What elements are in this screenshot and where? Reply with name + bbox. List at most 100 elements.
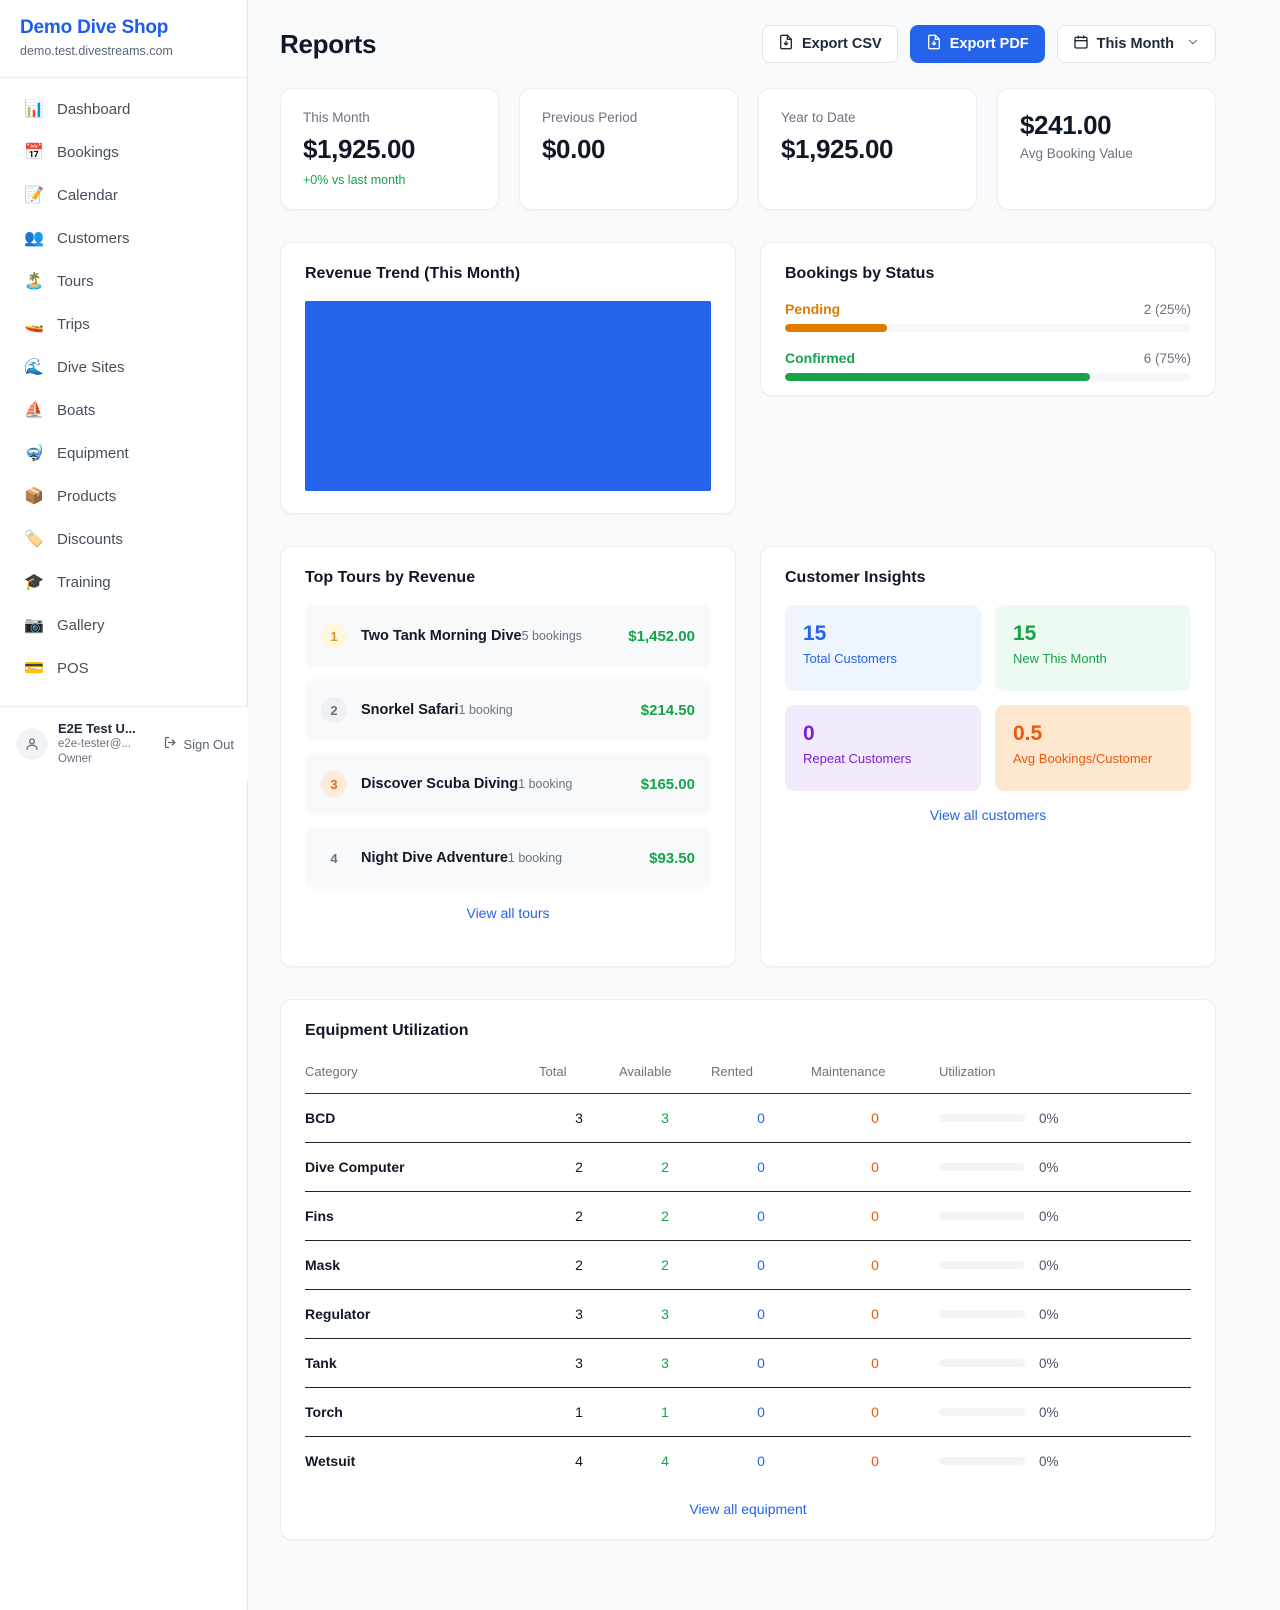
box-icon: 📦	[24, 487, 44, 505]
sidebar-item-boats[interactable]: ⛵ Boats	[0, 389, 247, 432]
header-actions: Export CSV Export PDF	[761, 25, 1216, 63]
column-header: Maintenance	[811, 1064, 886, 1079]
sailboat-icon: ⛵	[24, 401, 44, 419]
sidebar-item-equipment[interactable]: 🤿 Equipment	[0, 432, 247, 475]
page-title: Reports	[280, 28, 377, 59]
sidebar-item-discounts[interactable]: 🏷️ Discounts	[0, 518, 247, 561]
status-progress-fill	[785, 373, 1090, 381]
sidebar-item-pos[interactable]: 💳 POS	[0, 647, 247, 690]
revenue-trend-panel: Revenue Trend (This Month)	[280, 242, 736, 514]
stat-label: Previous Period	[542, 110, 638, 125]
sidebar-item-products[interactable]: 📦 Products	[0, 475, 247, 518]
chevron-down-icon	[1186, 35, 1200, 53]
equipment-utilization-panel: Equipment Utilization Category Total Avail…	[280, 999, 1216, 1540]
tour-row[interactable]: 4 Night Dive Adventure1 booking $93.50	[305, 827, 711, 889]
sign-out-button[interactable]: Sign Out	[163, 735, 234, 753]
equipment-utilization-cell: 0%	[939, 1191, 1191, 1241]
export-pdf-button[interactable]: Export PDF	[909, 25, 1045, 63]
brand-block[interactable]: Demo Dive Shop demo.test.divestreams.com	[0, 0, 247, 78]
sidebar-item-label: Tours	[57, 272, 94, 290]
tour-row[interactable]: 1 Two Tank Morning Dive5 bookings $1,452.0…	[305, 605, 711, 667]
page-header: Reports Export CSV E	[280, 24, 1216, 64]
utilization-percent: 0%	[1039, 1257, 1059, 1273]
sidebar-item-customers[interactable]: 👥 Customers	[0, 217, 247, 260]
tour-revenue: $1,452.00	[628, 627, 695, 645]
insight-value: 0	[803, 722, 815, 745]
revenue-trend-chart[interactable]	[305, 301, 711, 491]
tour-name: Snorkel Safari	[361, 702, 459, 718]
equipment-available: 3	[619, 1338, 711, 1388]
utilization-bar	[939, 1359, 1025, 1367]
equipment-category: Wetsuit	[305, 1453, 356, 1469]
utilization-bar	[939, 1163, 1025, 1171]
export-csv-button[interactable]: Export CSV	[761, 25, 898, 63]
logout-icon	[163, 735, 178, 753]
utilization-percent: 0%	[1039, 1306, 1059, 1322]
sidebar-item-label: Dashboard	[57, 100, 131, 118]
sidebar-item-training[interactable]: 🎓 Training	[0, 561, 247, 604]
export-csv-label: Export CSV	[801, 36, 882, 52]
status-count: 2 (25%)	[1143, 302, 1191, 317]
equipment-utilization-cell: 0%	[939, 1289, 1191, 1339]
equipment-available: 1	[619, 1387, 711, 1437]
rank-badge: 4	[330, 850, 338, 866]
equipment-utilization-cell: 0%	[939, 1387, 1191, 1437]
equipment-table-head: Category Total Available Rented Maintenance U…	[305, 1058, 1191, 1094]
insight-label: Avg Bookings/Customer	[1013, 751, 1153, 766]
equipment-category: Mask	[305, 1240, 539, 1290]
table-row: Torch 1 1 0 0 0%	[305, 1387, 1191, 1437]
view-all-customers-link[interactable]: View all customers	[929, 807, 1047, 823]
equipment-total: 3	[539, 1338, 619, 1388]
sign-out-label: Sign Out	[183, 736, 234, 752]
sidebar-item-trips[interactable]: 🚤 Trips	[0, 303, 247, 346]
equipment-category: Regulator	[305, 1289, 539, 1339]
top-tours-title: Top Tours by Revenue	[305, 569, 476, 586]
sidebar-item-dive-sites[interactable]: 🌊 Dive Sites	[0, 346, 247, 389]
equipment-maintenance: 0	[811, 1142, 939, 1192]
table-row: Regulator 3 3 0 0 0%	[305, 1289, 1191, 1339]
view-all-equipment-link[interactable]: View all equipment	[689, 1501, 807, 1517]
stat-card: Year to Date $1,925.00	[758, 88, 977, 210]
sidebar-item-label: Training	[57, 573, 111, 591]
equipment-total: 2	[539, 1240, 619, 1290]
column-header: Category	[305, 1064, 358, 1079]
sidebar-item-gallery[interactable]: 📷 Gallery	[0, 604, 247, 647]
utilization-percent: 0%	[1039, 1355, 1059, 1371]
equipment-rented: 0	[757, 1453, 765, 1469]
sidebar-item-tours[interactable]: 🏝️ Tours	[0, 260, 247, 303]
sidebar-item-dashboard[interactable]: 📊 Dashboard	[0, 88, 247, 131]
wave-icon: 🌊	[24, 358, 44, 376]
sidebar-item-label: Dive Sites	[57, 358, 125, 376]
user-meta: E2E Test U... e2e-tester@... Owner	[58, 721, 153, 767]
table-row: Wetsuit 4 4 0 0 0%	[305, 1437, 1191, 1486]
equipment-available: 3	[619, 1093, 711, 1143]
status-progress-track	[785, 324, 1191, 332]
calendar-17-icon: 📅	[24, 143, 44, 161]
tag-icon: 🏷️	[24, 530, 44, 548]
equipment-table: Category Total Available Rented Maintenance U…	[305, 1058, 1191, 1485]
equipment-maintenance: 0	[811, 1387, 939, 1437]
user-name: E2E Test U...	[58, 721, 136, 736]
island-palm-icon: 🏝️	[24, 272, 44, 290]
equipment-rented: 0	[711, 1240, 811, 1290]
view-all-tours-link[interactable]: View all tours	[466, 905, 550, 921]
column-header: Utilization	[939, 1064, 996, 1079]
tour-name: Discover Scuba Diving	[361, 776, 519, 792]
top-tours-list: 1 Two Tank Morning Dive5 bookings $1,452.0…	[305, 605, 711, 889]
sidebar-item-label: Discounts	[57, 530, 123, 548]
sidebar-item-label: Calendar	[57, 186, 118, 204]
period-selector[interactable]: This Month	[1056, 25, 1216, 63]
sidebar-item-bookings[interactable]: 📅 Bookings	[0, 131, 247, 174]
stat-delta: +0% vs last month	[303, 173, 406, 187]
tour-row[interactable]: 2 Snorkel Safari1 booking $214.50	[305, 679, 711, 741]
equipment-available: 4	[661, 1453, 669, 1469]
calendar-icon	[1073, 34, 1089, 54]
sidebar-item-calendar[interactable]: 📝 Calendar	[0, 174, 247, 217]
utilization-percent: 0%	[1039, 1453, 1059, 1469]
equipment-total: 2	[539, 1191, 619, 1241]
tour-bookings-count: 5 bookings	[521, 629, 583, 643]
stat-value: $1,925.00	[303, 134, 416, 164]
stat-label: Avg Booking Value	[1020, 146, 1133, 161]
table-row: Fins 2 2 0 0 0%	[305, 1191, 1191, 1241]
tour-row[interactable]: 3 Discover Scuba Diving1 booking $165.00	[305, 753, 711, 815]
